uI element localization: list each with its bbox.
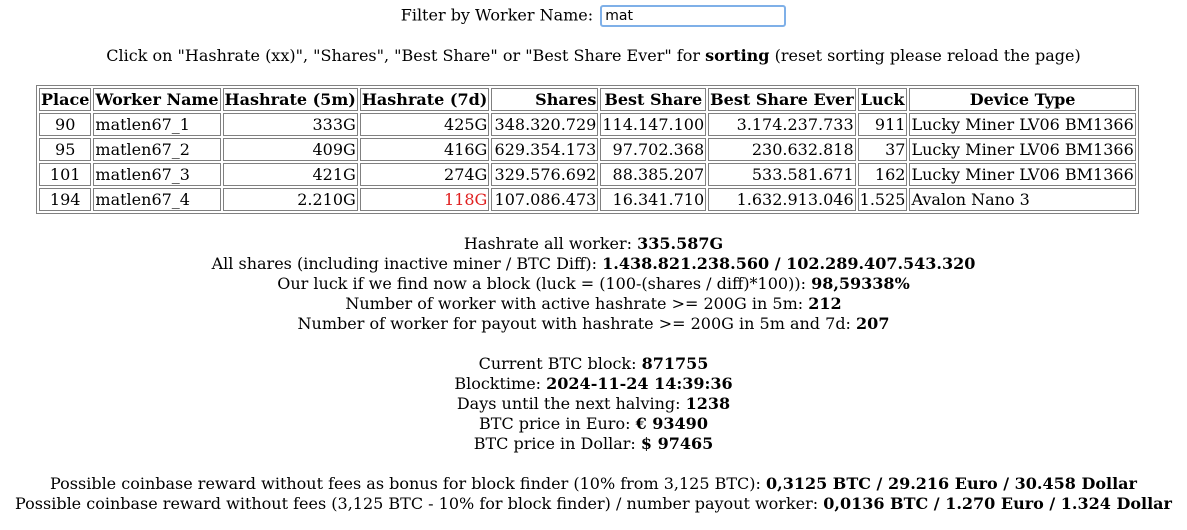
table-row: 194 matlen67_4 2.210G 118G 107.086.473 1… [39, 188, 1136, 211]
stat-value: 212 [808, 294, 842, 313]
stat-label: Our luck if we find now a block (luck = … [277, 274, 806, 293]
cell-shares: 329.576.692 [491, 163, 599, 186]
cell-hashrate-7d: 425G [359, 113, 490, 136]
spacer [0, 454, 1187, 474]
header-device-type: Device Type [909, 88, 1136, 111]
cell-device-type: Lucky Miner LV06 BM1366 [909, 113, 1136, 136]
stat-label: Current BTC block: [478, 354, 637, 373]
cell-hashrate-7d: 416G [359, 138, 490, 161]
stat-hashrate-all: Hashrate all worker: 335.587G [0, 234, 1187, 254]
stat-value: € 93490 [635, 414, 708, 433]
stat-value: 335.587G [637, 234, 724, 253]
stat-label: Number of worker with active hashrate >=… [345, 294, 804, 313]
cell-best-share-ever: 3.174.237.733 [708, 113, 856, 136]
stat-value: 1238 [685, 394, 731, 413]
cell-place: 194 [39, 188, 92, 211]
cell-luck: 37 [857, 138, 908, 161]
stat-btc-block: Current BTC block: 871755 [0, 354, 1187, 374]
cell-best-share: 16.341.710 [600, 188, 707, 211]
cell-shares: 107.086.473 [491, 188, 599, 211]
header-luck: Luck [857, 88, 908, 111]
cell-best-share-ever: 1.632.913.046 [708, 188, 856, 211]
header-place: Place [39, 88, 92, 111]
worker-name-filter-input[interactable] [600, 4, 787, 27]
table-header-row: Place Worker Name Hashrate (5m) Hashrate… [39, 88, 1136, 111]
stat-bonus-reward: Possible coinbase reward without fees as… [0, 474, 1187, 494]
spacer [0, 334, 1187, 354]
stat-value: 207 [856, 314, 890, 333]
stat-label: Hashrate all worker: [463, 234, 633, 253]
cell-best-share: 97.702.368 [600, 138, 707, 161]
header-shares[interactable]: Shares [491, 88, 599, 111]
cell-luck: 911 [857, 113, 908, 136]
table-row: 95 matlen67_2 409G 416G 629.354.173 97.7… [39, 138, 1136, 161]
stat-value: 0,3125 BTC / 29.216 Euro / 30.458 Dollar [765, 474, 1137, 493]
header-worker-name: Worker Name [93, 88, 221, 111]
stat-halving: Days until the next halving: 1238 [0, 394, 1187, 414]
stat-payout-reward: Possible coinbase reward without fees (3… [0, 494, 1187, 514]
cell-hashrate-7d: 274G [359, 163, 490, 186]
sort-hint-bold: sorting [705, 46, 770, 65]
filter-bar: Filter by Worker Name: [0, 3, 1187, 27]
filter-label: Filter by Worker Name: [400, 5, 594, 25]
cell-best-share: 88.385.207 [600, 163, 707, 186]
pool-stats: Hashrate all worker: 335.587G All shares… [0, 234, 1187, 514]
stat-label: Possible coinbase reward without fees as… [50, 474, 761, 493]
stat-label: BTC price in Euro: [479, 414, 631, 433]
cell-worker-name: matlen67_2 [93, 138, 221, 161]
workers-table: Place Worker Name Hashrate (5m) Hashrate… [36, 85, 1139, 214]
cell-device-type: Lucky Miner LV06 BM1366 [909, 138, 1136, 161]
cell-hashrate-5m: 409G [222, 138, 358, 161]
stat-price-euro: BTC price in Euro: € 93490 [0, 414, 1187, 434]
stat-label: Blocktime: [454, 374, 542, 393]
cell-hashrate-7d-warning: 118G [359, 188, 490, 211]
stat-label: All shares (including inactive miner / B… [211, 254, 598, 273]
stat-label: Possible coinbase reward without fees (3… [15, 494, 819, 513]
header-best-share-ever[interactable]: Best Share Ever [708, 88, 856, 111]
cell-place: 95 [39, 138, 92, 161]
stat-value: $ 97465 [640, 434, 714, 453]
stat-label: BTC price in Dollar: [473, 434, 636, 453]
cell-shares: 348.320.729 [491, 113, 599, 136]
cell-hashrate-5m: 333G [222, 113, 358, 136]
cell-place: 90 [39, 113, 92, 136]
stat-value: 1.438.821.238.560 / 102.289.407.543.320 [602, 254, 976, 273]
workers-table-container: Place Worker Name Hashrate (5m) Hashrate… [36, 85, 1139, 214]
cell-best-share: 114.147.100 [600, 113, 707, 136]
cell-luck: 1.525 [857, 188, 908, 211]
stat-price-dollar: BTC price in Dollar: $ 97465 [0, 434, 1187, 454]
cell-shares: 629.354.173 [491, 138, 599, 161]
cell-luck: 162 [857, 163, 908, 186]
stat-value: 871755 [641, 354, 709, 373]
sort-hint-suffix: (reset sorting please reload the page) [774, 46, 1081, 65]
sort-hint-prefix: Click on "Hashrate (xx)", "Shares", "Bes… [106, 46, 700, 65]
cell-device-type: Lucky Miner LV06 BM1366 [909, 163, 1136, 186]
sort-hint: Click on "Hashrate (xx)", "Shares", "Bes… [0, 46, 1187, 66]
stat-blocktime: Blocktime: 2024-11-24 14:39:36 [0, 374, 1187, 394]
table-row: 101 matlen67_3 421G 274G 329.576.692 88.… [39, 163, 1136, 186]
stat-active-workers: Number of worker with active hashrate >=… [0, 294, 1187, 314]
header-hashrate-5m[interactable]: Hashrate (5m) [222, 88, 358, 111]
stat-value: 98,59338% [811, 274, 910, 293]
stat-luck: Our luck if we find now a block (luck = … [0, 274, 1187, 294]
stat-label: Days until the next halving: [456, 394, 681, 413]
cell-worker-name: matlen67_1 [93, 113, 221, 136]
cell-device-type: Avalon Nano 3 [909, 188, 1136, 211]
stat-value: 2024-11-24 14:39:36 [546, 374, 733, 393]
stat-value: 0,0136 BTC / 1.270 Euro / 1.324 Dollar [823, 494, 1172, 513]
cell-best-share-ever: 230.632.818 [708, 138, 856, 161]
cell-hashrate-5m: 2.210G [222, 188, 358, 211]
table-row: 90 matlen67_1 333G 425G 348.320.729 114.… [39, 113, 1136, 136]
cell-worker-name: matlen67_3 [93, 163, 221, 186]
header-hashrate-7d[interactable]: Hashrate (7d) [359, 88, 490, 111]
stat-all-shares: All shares (including inactive miner / B… [0, 254, 1187, 274]
cell-place: 101 [39, 163, 92, 186]
cell-hashrate-5m: 421G [222, 163, 358, 186]
stat-payout-workers: Number of worker for payout with hashrat… [0, 314, 1187, 334]
header-best-share[interactable]: Best Share [600, 88, 707, 111]
cell-worker-name: matlen67_4 [93, 188, 221, 211]
stat-label: Number of worker for payout with hashrat… [297, 314, 851, 333]
cell-best-share-ever: 533.581.671 [708, 163, 856, 186]
